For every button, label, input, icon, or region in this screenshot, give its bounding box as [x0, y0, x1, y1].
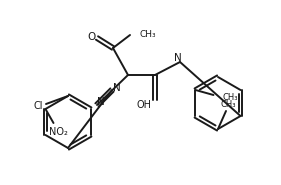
Text: N: N — [174, 53, 182, 63]
Text: CH₃: CH₃ — [220, 100, 236, 108]
Text: OH: OH — [137, 100, 151, 110]
Text: Cl: Cl — [33, 101, 43, 111]
Text: NO₂: NO₂ — [49, 127, 68, 137]
Text: CH₃: CH₃ — [140, 29, 157, 38]
Text: N: N — [97, 97, 105, 107]
Text: N: N — [113, 83, 121, 93]
Text: CH₃: CH₃ — [223, 92, 238, 102]
Text: O: O — [88, 32, 96, 42]
